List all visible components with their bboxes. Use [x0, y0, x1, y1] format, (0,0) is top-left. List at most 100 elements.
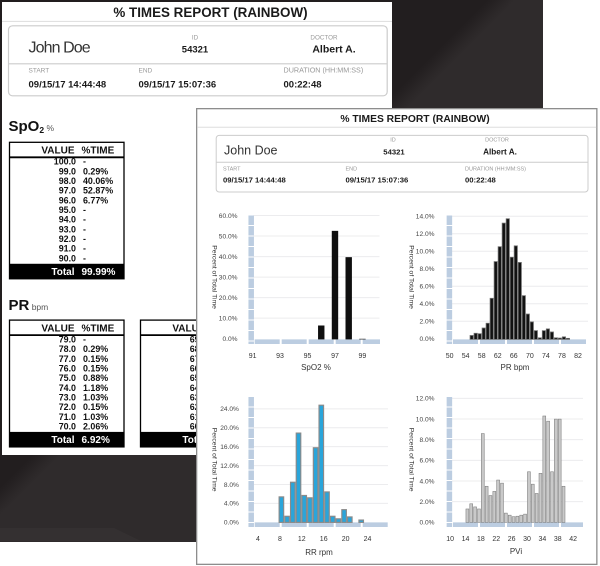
svg-text:18: 18 — [477, 536, 485, 543]
svg-text:00:22:48: 00:22:48 — [465, 176, 496, 185]
svg-text:30: 30 — [523, 536, 531, 543]
svg-text:79.0: 79.0 — [58, 334, 75, 344]
svg-text:71.0: 71.0 — [58, 411, 75, 421]
svg-text:74: 74 — [542, 353, 550, 360]
svg-text:SpO2 %: SpO2 % — [8, 118, 54, 135]
svg-text:Total: Total — [51, 266, 74, 277]
svg-text:PR bpm: PR bpm — [501, 363, 530, 372]
svg-text:%TIME: %TIME — [81, 323, 114, 334]
svg-text:DURATION (HH:MM:SS): DURATION (HH:MM:SS) — [465, 167, 526, 173]
svg-text:Albert A.: Albert A. — [312, 43, 355, 55]
svg-text:-: - — [83, 205, 86, 215]
svg-text:78.0: 78.0 — [58, 344, 75, 354]
svg-text:54: 54 — [462, 353, 470, 360]
svg-text:ID: ID — [390, 138, 396, 144]
svg-text:66: 66 — [510, 353, 518, 360]
svg-text:Percent of Total Time: Percent of Total Time — [211, 245, 218, 309]
svg-text:92.0: 92.0 — [58, 234, 75, 244]
svg-text:76.0: 76.0 — [58, 363, 75, 373]
svg-text:09/15/17 15:07:36: 09/15/17 15:07:36 — [346, 176, 409, 185]
svg-text:12: 12 — [298, 536, 306, 543]
svg-text:96.0: 96.0 — [58, 195, 75, 205]
svg-text:77.0: 77.0 — [58, 353, 75, 363]
svg-text:1.03%: 1.03% — [83, 411, 108, 421]
svg-text:DURATION (HH:MM:SS): DURATION (HH:MM:SS) — [283, 65, 363, 74]
svg-text:14: 14 — [462, 536, 470, 543]
svg-text:-: - — [83, 156, 86, 166]
svg-text:VALUE: VALUE — [41, 323, 74, 334]
svg-text:42: 42 — [569, 536, 577, 543]
svg-text:52.87%: 52.87% — [83, 185, 113, 195]
svg-text:95.0: 95.0 — [58, 205, 75, 215]
svg-text:22: 22 — [492, 536, 500, 543]
svg-text:24: 24 — [364, 536, 372, 543]
svg-text:2.0%: 2.0% — [419, 319, 434, 326]
svg-text:50: 50 — [446, 353, 454, 360]
svg-text:%TIME: %TIME — [81, 145, 114, 156]
svg-text:SpO2 %: SpO2 % — [301, 363, 331, 372]
svg-text:0.0%: 0.0% — [224, 520, 239, 527]
svg-text:20.0%: 20.0% — [219, 295, 238, 302]
svg-text:RR rpm: RR rpm — [305, 548, 333, 557]
svg-text:10: 10 — [446, 536, 454, 543]
svg-text:Percent of Total Time: Percent of Total Time — [408, 245, 415, 309]
svg-text:14.0%: 14.0% — [416, 214, 435, 221]
svg-text:16: 16 — [320, 536, 328, 543]
svg-text:START: START — [223, 167, 241, 173]
svg-text:20: 20 — [342, 536, 350, 543]
svg-text:75.0: 75.0 — [58, 373, 75, 383]
svg-text:-: - — [83, 234, 86, 244]
svg-text:8.0%: 8.0% — [224, 482, 239, 489]
svg-text:09/15/17 14:44:48: 09/15/17 14:44:48 — [28, 79, 106, 90]
svg-text:-: - — [83, 253, 86, 263]
svg-text:8.0%: 8.0% — [419, 437, 434, 444]
svg-text:100.0: 100.0 — [53, 156, 75, 166]
svg-text:34: 34 — [538, 536, 546, 543]
svg-text:John Doe: John Doe — [28, 39, 90, 56]
svg-text:70: 70 — [526, 353, 534, 360]
svg-text:09/15/17 15:07:36: 09/15/17 15:07:36 — [138, 79, 216, 90]
svg-text:26: 26 — [508, 536, 516, 543]
svg-text:PR bpm: PR bpm — [8, 297, 48, 314]
svg-text:Total: Total — [182, 435, 205, 446]
svg-text:93: 93 — [276, 353, 284, 360]
svg-text:Percent of Total Time: Percent of Total Time — [408, 428, 415, 492]
svg-text:VALUE: VALUE — [172, 323, 205, 334]
svg-text:09/15/17 14:44:48: 09/15/17 14:44:48 — [223, 176, 287, 185]
svg-text:0.15%: 0.15% — [83, 363, 108, 373]
svg-text:4: 4 — [256, 536, 260, 543]
svg-text:0.0%: 0.0% — [419, 336, 434, 343]
svg-text:DOCTOR: DOCTOR — [310, 34, 338, 41]
svg-text:20.0%: 20.0% — [220, 425, 239, 432]
svg-text:24.0%: 24.0% — [220, 406, 239, 413]
svg-text:4.0%: 4.0% — [419, 301, 434, 308]
svg-text:99: 99 — [359, 353, 367, 360]
svg-text:94.0: 94.0 — [58, 214, 75, 224]
svg-text:72.0: 72.0 — [58, 402, 75, 412]
svg-text:-: - — [83, 214, 86, 224]
svg-text:% TIMES REPORT (RAINBOW): % TIMES REPORT (RAINBOW) — [340, 114, 489, 125]
svg-text:6.0%: 6.0% — [419, 284, 434, 291]
svg-text:00:22:48: 00:22:48 — [283, 79, 321, 90]
svg-text:97.0: 97.0 — [58, 185, 75, 195]
svg-text:82: 82 — [574, 353, 582, 360]
svg-text:-: - — [83, 334, 86, 344]
svg-text:10.0%: 10.0% — [416, 416, 435, 423]
svg-text:4.0%: 4.0% — [224, 501, 239, 508]
svg-text:98.0: 98.0 — [58, 175, 75, 185]
svg-text:4.0%: 4.0% — [419, 478, 434, 485]
svg-text:6.77%: 6.77% — [83, 195, 108, 205]
svg-text:PVi: PVi — [510, 547, 523, 556]
svg-text:0.88%: 0.88% — [83, 373, 108, 383]
svg-text:% TIMES REPORT (RAINBOW): % TIMES REPORT (RAINBOW) — [113, 4, 307, 19]
svg-text:91: 91 — [249, 353, 257, 360]
svg-text:10.0%: 10.0% — [416, 249, 435, 256]
svg-text:16.0%: 16.0% — [220, 444, 239, 451]
svg-text:95: 95 — [304, 353, 312, 360]
svg-text:10.0%: 10.0% — [219, 315, 238, 322]
svg-text:DOCTOR: DOCTOR — [485, 138, 509, 144]
svg-text:30.0%: 30.0% — [219, 274, 238, 281]
svg-text:ID: ID — [191, 34, 198, 41]
svg-text:73.0: 73.0 — [58, 392, 75, 402]
svg-text:John Doe: John Doe — [224, 144, 278, 158]
